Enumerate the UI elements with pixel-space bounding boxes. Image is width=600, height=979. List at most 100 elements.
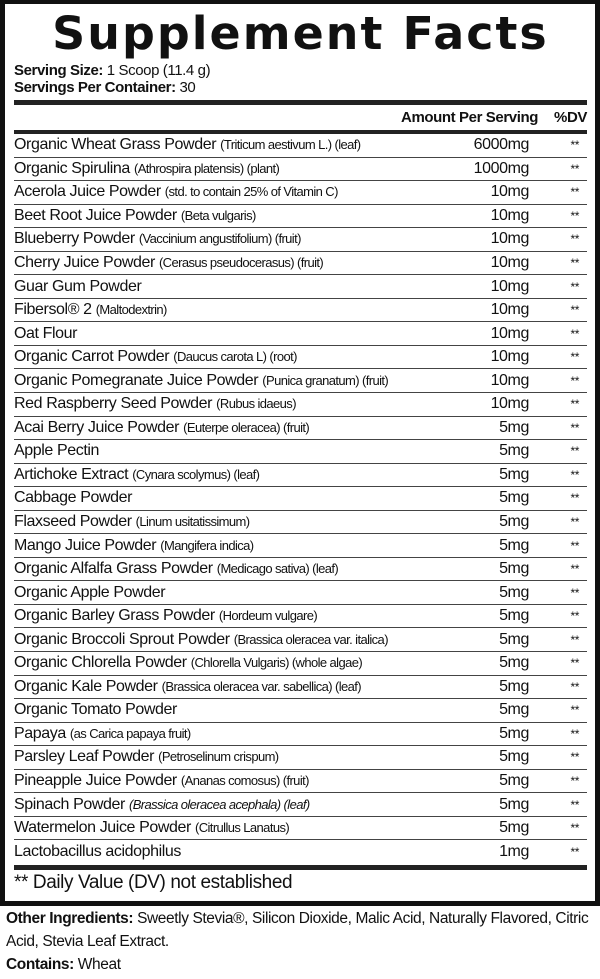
ingredient-dv: **: [570, 279, 579, 294]
ingredient-source: (Brassica oleracea var. italica): [233, 631, 389, 647]
ingredient-dv: **: [570, 562, 579, 577]
ingredient-name-text: Acai Berry Juice Powder: [14, 418, 180, 436]
ingredient-source: (Cerasus pseudocerasus) (fruit): [158, 255, 324, 270]
supplement-facts-panel: Supplement Facts Serving Size: 1 Scoop (…: [0, 0, 600, 906]
ingredient-source: (Petroselinum crispum): [158, 749, 279, 765]
ingredient-source: (Maltodextrin): [95, 302, 168, 318]
ingredient-name: Blueberry Powder (Vaccinium angustifoliu…: [14, 230, 439, 248]
ingredient-dv: **: [570, 538, 579, 553]
ingredient-row: Mango Juice Powder (Mangifera indica) 5mg…: [14, 534, 587, 558]
servings-label: Servings Per Container:: [14, 79, 176, 96]
ingredient-dv: **: [570, 750, 579, 765]
ingredient-name: Organic Barley Grass Powder (Hordeum vul…: [14, 607, 439, 625]
other-ingredients-label: Other Ingredients:: [6, 910, 134, 927]
ingredient-dv: **: [570, 232, 579, 247]
amount-header: Amount Per Serving: [401, 109, 539, 126]
ingredient-name: Cabbage Powder: [14, 489, 439, 507]
ingredient-amount: 5mg: [499, 418, 529, 436]
ingredient-row: Red Raspberry Seed Powder (Rubus idaeus)…: [14, 393, 587, 417]
ingredient-dv: **: [570, 491, 579, 506]
ingredient-row: Organic Carrot Powder (Daucus carota L) …: [14, 346, 587, 370]
ingredient-name-text: Oat Flour: [14, 324, 78, 342]
ingredient-amount: 5mg: [499, 724, 529, 742]
ingredient-source: (Linum usitatissimum): [135, 514, 250, 530]
ingredient-name-text: Pineapple Juice Powder: [14, 772, 177, 790]
ingredient-source: (Punica granatum) (fruit): [262, 372, 389, 388]
ingredient-amount: 10mg: [490, 183, 530, 201]
ingredient-name-text: Beet Root Juice Powder: [14, 206, 177, 224]
ingredient-source: (Cynara scolymus) (leaf): [132, 466, 260, 482]
ingredient-source: (Citrullus Lanatus): [195, 820, 290, 836]
ingredient-name: Pineapple Juice Powder (Ananas comosus) …: [14, 772, 439, 790]
ingredient-dv: **: [570, 467, 579, 482]
ingredient-row: Organic Alfalfa Grass Powder (Medicago s…: [14, 558, 587, 582]
ingredient-name: Acerola Juice Powder (std. to contain 25…: [14, 183, 439, 201]
ingredient-amount: 10mg: [490, 348, 530, 366]
ingredient-dv: **: [570, 515, 579, 530]
ingredient-amount: 10mg: [490, 371, 530, 389]
ingredient-row: Flaxseed Powder (Linum usitatissimum) 5mg…: [14, 511, 587, 535]
ingredient-name-text: Organic Chlorella Powder: [14, 654, 187, 672]
ingredient-source: (Triticum aestivum L.) (leaf): [220, 137, 361, 153]
ingredient-name: Acai Berry Juice Powder (Euterpe olerace…: [14, 419, 439, 437]
ingredient-name-text: Organic Tomato Powder: [14, 701, 177, 719]
serving-size-label: Serving Size:: [14, 62, 103, 79]
ingredient-name: Papaya (as Carica papaya fruit): [14, 725, 439, 743]
ingredient-name-text: Cabbage Powder: [14, 489, 133, 507]
ingredient-dv: **: [570, 326, 579, 341]
ingredient-amount: 5mg: [499, 489, 529, 507]
ingredient-dv: **: [570, 444, 579, 459]
ingredient-source: (Ananas comosus) (fruit): [180, 773, 310, 789]
ingredient-name: Apple Pectin: [14, 442, 439, 460]
ingredient-row: Acerola Juice Powder (std. to contain 25…: [14, 181, 587, 205]
ingredient-row: Beet Root Juice Powder (Beta vulgaris) 10…: [14, 205, 587, 229]
ingredient-source: (Mangifera indica): [160, 537, 254, 553]
column-header: Amount Per Serving %DV: [14, 105, 587, 130]
ingredient-name: Cherry Juice Powder (Cerasus pseudoceras…: [14, 254, 439, 272]
dv-header: %DV: [554, 109, 587, 126]
ingredient-name-text: Blueberry Powder: [14, 230, 135, 248]
ingredient-dv: **: [570, 656, 579, 671]
ingredient-row: Organic Spirulina (Athrospira platensis)…: [14, 158, 587, 182]
ingredient-amount: 5mg: [499, 772, 529, 790]
ingredient-source: (Medicago sativa) (leaf): [216, 561, 339, 577]
ingredient-row: Fibersol® 2 (Maltodextrin) 10mg **: [14, 299, 587, 323]
ingredient-amount: 5mg: [499, 607, 529, 625]
ingredient-amount: 5mg: [499, 630, 529, 648]
ingredient-name: Fibersol® 2 (Maltodextrin): [14, 301, 439, 319]
ingredient-dv: **: [570, 208, 579, 223]
ingredient-dv: **: [570, 726, 579, 741]
divider: [14, 100, 587, 105]
ingredient-name: Spinach Powder (Brassica oleracea acepha…: [14, 796, 439, 814]
ingredient-row: Artichoke Extract (Cynara scolymus) (lea…: [14, 464, 587, 488]
ingredient-name: Organic Pomegranate Juice Powder (Punica…: [14, 372, 439, 390]
divider: [14, 864, 587, 870]
panel-title: Supplement Facts: [52, 7, 549, 60]
ingredient-amount: 5mg: [499, 442, 529, 460]
ingredient-amount: 10mg: [490, 324, 530, 342]
ingredient-row: Watermelon Juice Powder (Citrullus Lanat…: [14, 817, 587, 841]
ingredient-row: Parsley Leaf Powder (Petroselinum crispu…: [14, 746, 587, 770]
ingredient-name-text: Organic Wheat Grass Powder: [14, 136, 217, 154]
ingredient-dv: **: [570, 420, 579, 435]
ingredient-name-text: Organic Apple Powder: [14, 583, 166, 601]
contains-label: Contains:: [6, 956, 74, 973]
ingredient-source: (as Carica papaya fruit): [69, 725, 191, 741]
ingredient-name-text: Organic Carrot Powder: [14, 348, 170, 366]
ingredient-amount: 5mg: [499, 513, 529, 531]
ingredient-amount: 5mg: [499, 677, 529, 695]
ingredient-dv: **: [570, 185, 579, 200]
ingredient-name-text: Organic Broccoli Sprout Powder: [14, 630, 230, 648]
ingredient-source: (Euterpe oleracea) (fruit): [183, 419, 310, 435]
contains-text: Wheat: [77, 956, 121, 973]
ingredient-name-text: Parsley Leaf Powder: [14, 748, 155, 766]
ingredient-row: Organic Wheat Grass Powder (Triticum aes…: [14, 134, 587, 158]
ingredient-amount: 1mg: [499, 843, 529, 861]
ingredient-amount: 10mg: [490, 277, 530, 295]
ingredient-name: Oat Flour: [14, 325, 439, 343]
ingredient-dv: **: [570, 845, 579, 860]
ingredient-dv: **: [570, 397, 579, 412]
footnote: ** Daily Value (DV) not established: [14, 871, 293, 893]
serving-size-value: 1 Scoop (11.4 g): [106, 62, 211, 79]
ingredient-dv: **: [570, 350, 579, 365]
